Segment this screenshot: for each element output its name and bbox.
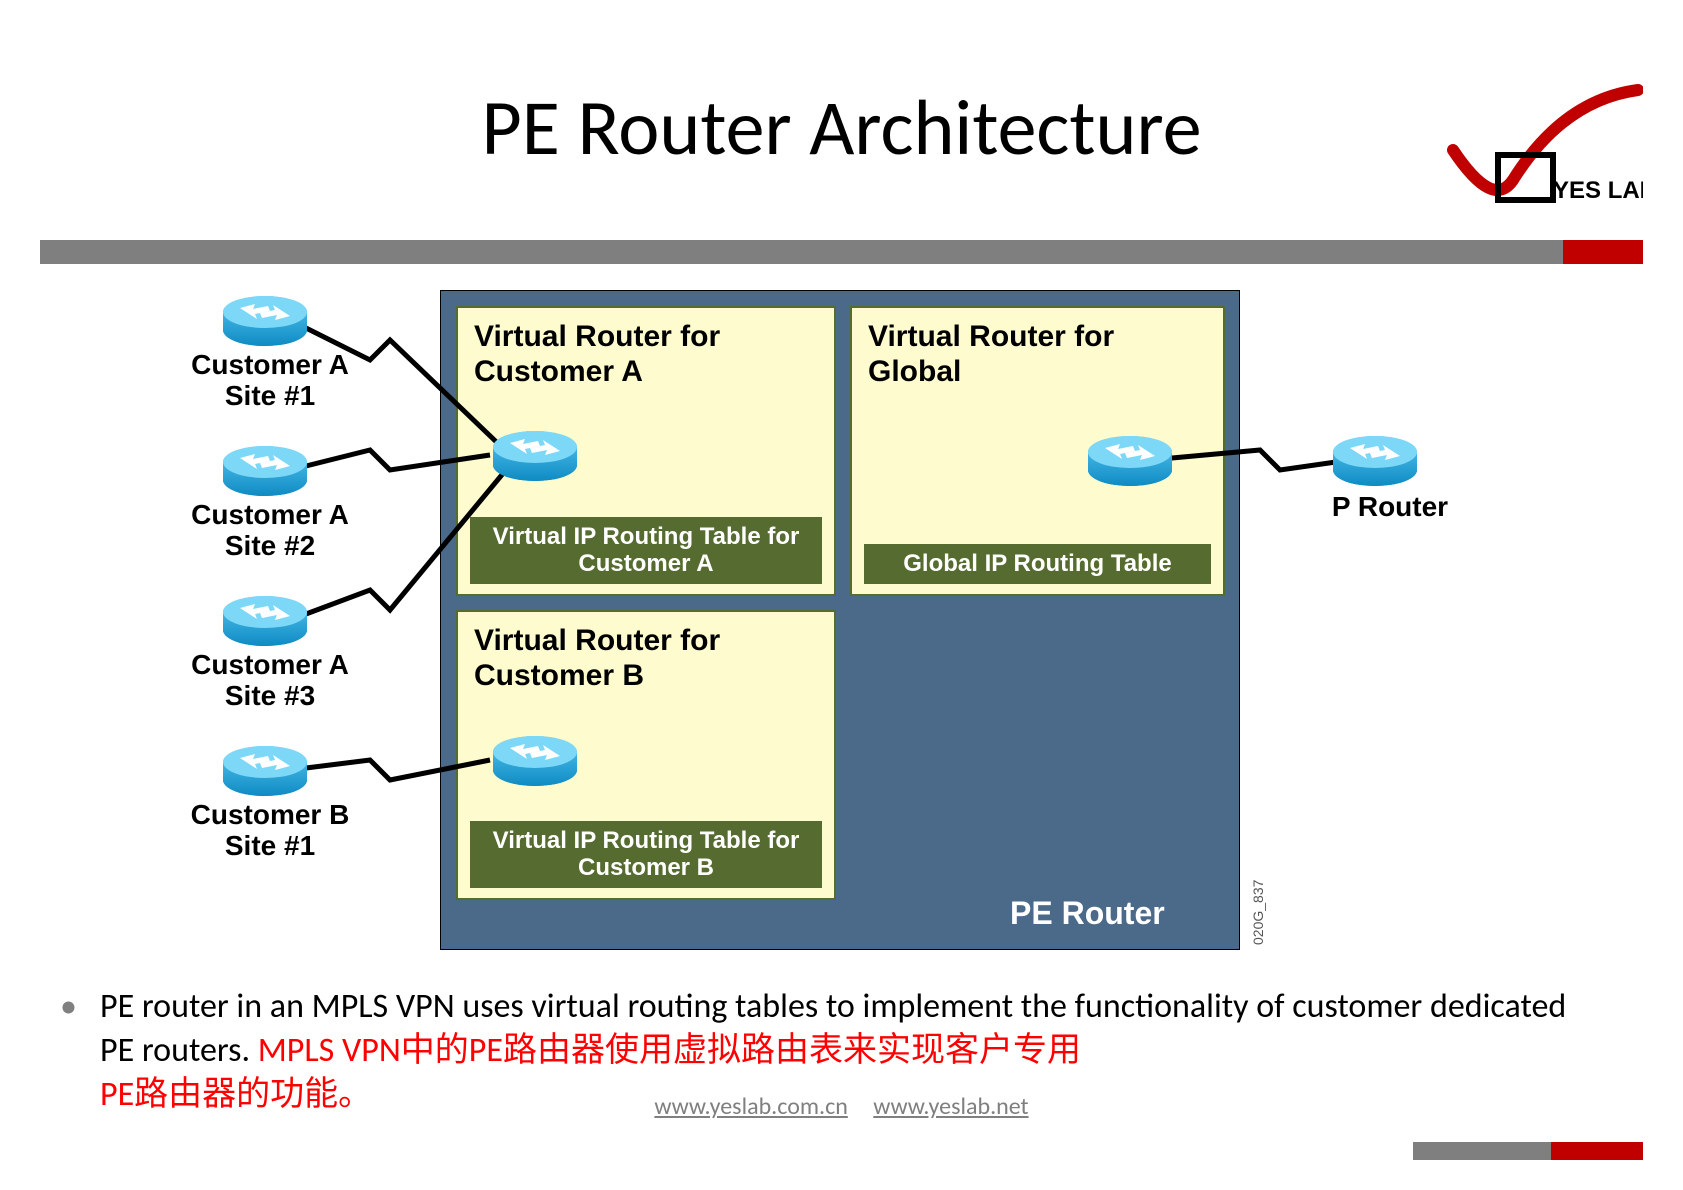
diagram: Virtual Router for Customer A Virtual IP… xyxy=(190,280,1500,960)
router-icon xyxy=(490,730,580,788)
customer-label: Customer A Site #1 xyxy=(170,350,370,412)
customer-label: Customer A Site #3 xyxy=(170,650,370,712)
p-router-label: P Router xyxy=(1290,492,1490,523)
vrf-global-table: Global IP Routing Table xyxy=(864,544,1211,584)
bullet-dot-icon: • xyxy=(60,985,77,1029)
logo-text: YES LAB xyxy=(1553,177,1643,204)
router-icon xyxy=(1085,430,1175,488)
vrf-b-title: Virtual Router for Customer B xyxy=(474,624,818,693)
bottom-accent-bar xyxy=(1413,1142,1643,1160)
yeslab-logo: YES LAB xyxy=(1423,80,1643,220)
vrf-b-table: Virtual IP Routing Table for Customer B xyxy=(470,821,822,888)
divider-bar xyxy=(40,240,1643,264)
router-icon xyxy=(220,740,310,798)
router-icon xyxy=(220,290,310,348)
pe-router-label: PE Router xyxy=(1010,895,1165,932)
customer-label: Customer A Site #2 xyxy=(170,500,370,562)
vrf-a-title: Virtual Router for Customer A xyxy=(474,320,818,389)
vrf-global-title: Virtual Router for Global xyxy=(868,320,1207,389)
router-icon xyxy=(1330,430,1420,488)
divider-bar-red xyxy=(1563,240,1643,264)
footer-link-2[interactable]: www.yeslab.net xyxy=(873,1092,1028,1121)
bullet-zh1: MPLS VPN中的PE路由器使用虚拟路由表来实现客户专用 xyxy=(258,1030,1081,1071)
customer-label: Customer B Site #1 xyxy=(170,800,370,862)
vrf-a-table: Virtual IP Routing Table for Customer A xyxy=(470,517,822,584)
footer-link-1[interactable]: www.yeslab.com.cn xyxy=(654,1092,847,1121)
router-icon xyxy=(490,425,580,483)
router-icon xyxy=(220,440,310,498)
footer-links: www.yeslab.com.cn www.yeslab.net xyxy=(0,1092,1683,1121)
router-icon xyxy=(220,590,310,648)
side-code: 020G_837 xyxy=(1250,880,1266,945)
